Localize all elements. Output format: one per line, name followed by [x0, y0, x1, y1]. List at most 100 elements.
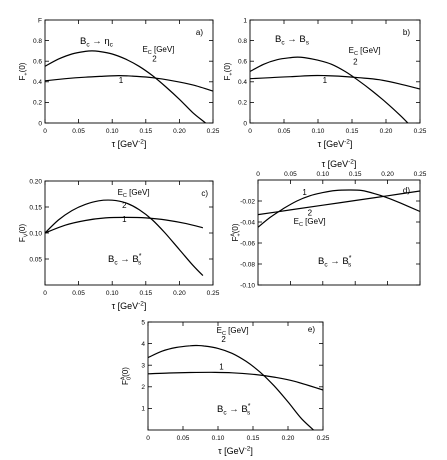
panel-letter: d)	[403, 186, 410, 195]
legend-title: EC [GeV]	[217, 326, 249, 337]
curves	[148, 344, 323, 430]
y-axis-label: FV(0)	[18, 223, 30, 242]
y-tick-label: 0.8	[33, 38, 42, 45]
x-tick-label: 0.15	[139, 290, 152, 297]
curve-label: 1	[302, 188, 307, 197]
process-label: Bc → Bs	[275, 34, 310, 47]
y-tick-label: 0.10	[29, 230, 42, 237]
process-label: Bc → B* s	[217, 403, 251, 417]
x-tick-label: 0.05	[72, 128, 85, 135]
x-tick-label: 0.15	[247, 435, 260, 442]
y-tick-label: 0.2	[238, 100, 247, 107]
panel-c: 0 0.05 0.10 0.15 0.20 0.25 0.05 0.10 0.15 0.20 τ […	[18, 178, 220, 311]
curves	[250, 56, 420, 123]
x-tick-label: 0.15	[349, 171, 362, 178]
x-axis-label: τ [GeV-2]	[112, 139, 147, 150]
panel-b: 0 0.05 0.10 0.15 0.20 0.25 0 0.2 0.4 0.6 0.8 1 τ [Ge…	[223, 17, 427, 149]
x-tick-label: 0	[43, 290, 47, 297]
x-tick-label: 0.05	[284, 171, 297, 178]
x-tick-label: 0.25	[207, 290, 220, 297]
x-tick-label: 0.10	[316, 171, 329, 178]
series-line-2	[45, 199, 204, 277]
y-axis-label: FA0(0)	[121, 367, 133, 385]
process-label: Bc → ηc	[80, 36, 114, 49]
y-tick-label: 0.4	[33, 79, 42, 86]
y-tick-label: 0.8	[238, 38, 247, 45]
y-tick-label: -0.08	[240, 261, 255, 268]
x-tick-label: 0.20	[173, 290, 186, 297]
legend-title: EC [GeV]	[142, 45, 174, 56]
plot-frame	[44, 19, 214, 124]
x-tick-label: 0.25	[414, 171, 427, 178]
series-line-1	[258, 190, 420, 216]
curve-label: 1	[122, 215, 127, 224]
panel-letter: b)	[403, 28, 410, 37]
series-line-2	[250, 56, 409, 123]
x-tick-label: 0.05	[278, 128, 291, 135]
x-tick-label: 0.05	[72, 290, 85, 297]
y-tick-label: 1	[243, 17, 247, 24]
x-tick-label: 0.20	[282, 435, 295, 442]
x-tick-label: 0.20	[380, 128, 393, 135]
series-line-2	[148, 344, 315, 430]
x-tick-label: 0.05	[177, 435, 190, 442]
x-axis-label: τ [GeV-2]	[322, 159, 357, 170]
curves	[258, 189, 420, 228]
x-tick-label: 0.25	[317, 435, 330, 442]
x-tick-label: 0.25	[207, 128, 220, 135]
curve-label: 1	[323, 76, 328, 85]
y-tick-label: 0.6	[33, 59, 42, 66]
series-line-1	[45, 74, 213, 92]
panel-d: 0 0.05 0.10 0.15 0.20 0.25 -0.02 -0.04 -0.06 -0.0…	[231, 159, 427, 290]
x-tick-label: 0.25	[414, 128, 427, 135]
x-tick-label: 0.15	[346, 128, 359, 135]
y-tick-label: -0.06	[240, 240, 255, 247]
x-tick-label: 0.10	[312, 128, 325, 135]
y-tick-label: 4	[141, 341, 145, 348]
curve-label: 2	[353, 57, 358, 66]
series-line-1	[148, 371, 323, 391]
y-axis-label: F+(0)	[223, 62, 235, 80]
series-line-1	[45, 216, 204, 234]
y-axis-label: FA+(0)	[231, 223, 243, 241]
y-tick-label: 0	[243, 120, 247, 127]
y-tick-label: F	[38, 17, 42, 24]
y-axis-label: F+(0)	[18, 62, 30, 80]
panel-letter: e)	[308, 325, 315, 334]
curve-label: 1	[219, 363, 224, 372]
panel-letter: a)	[196, 28, 203, 37]
x-tick-label: 0.15	[139, 128, 152, 135]
curve-label: 2	[221, 335, 226, 344]
series-line-2	[258, 189, 420, 228]
x-tick-label: 0	[43, 128, 47, 135]
x-axis-label: τ [GeV-2]	[318, 139, 353, 150]
series-line-1	[250, 74, 420, 90]
x-tick-label: 0.10	[212, 435, 225, 442]
curves	[45, 199, 204, 277]
series-line-2	[45, 50, 207, 123]
process-label: Bc → B* s	[318, 255, 352, 269]
x-tick-label: 0.10	[106, 290, 119, 297]
x-tick-label: 0.20	[173, 128, 186, 135]
y-tick-label: 0.15	[29, 204, 42, 211]
x-tick-label: 0	[146, 435, 150, 442]
plot-frame	[257, 179, 421, 286]
legend-title: EC [GeV]	[294, 217, 326, 228]
y-tick-label: 5	[141, 319, 145, 326]
y-tick-label: 3	[141, 363, 145, 370]
y-tick-label: 0.2	[33, 100, 42, 107]
y-tick-label: 0.05	[29, 256, 42, 263]
plot-frame	[147, 321, 324, 431]
y-tick-label: 0	[38, 120, 42, 127]
y-tick-label: -0.10	[240, 282, 255, 289]
x-tick-label: 0	[256, 171, 260, 178]
y-tick-label: 0.4	[238, 79, 247, 86]
y-tick-label: 0.20	[29, 178, 42, 185]
y-tick-label: 2	[141, 384, 145, 391]
x-axis-label: τ [GeV-2]	[218, 446, 253, 457]
x-axis-label: τ [GeV-2]	[112, 301, 147, 312]
panel-e: 0 0.05 0.10 0.15 0.20 0.25 1 2 3 4 5 τ [GeV-2] FA0(0…	[121, 319, 330, 456]
x-tick-label: 0.10	[106, 128, 119, 135]
y-tick-label: -0.04	[240, 219, 255, 226]
